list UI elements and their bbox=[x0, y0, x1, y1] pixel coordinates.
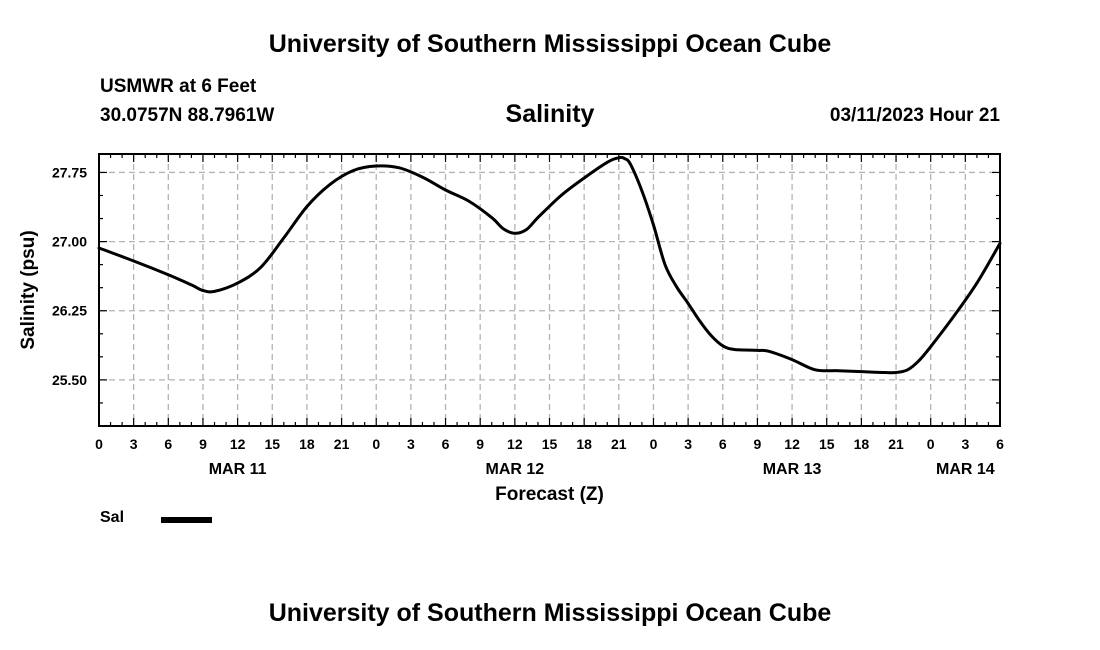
station-name: USMWR at 6 Feet bbox=[100, 76, 257, 97]
x-tick-label: 18 bbox=[576, 436, 592, 452]
legend-label: Sal bbox=[100, 509, 125, 526]
x-tick-label: 9 bbox=[754, 436, 762, 452]
x-tick-label: 18 bbox=[854, 436, 870, 452]
x-tick-label: 21 bbox=[334, 436, 350, 452]
x-tick-label: 18 bbox=[299, 436, 315, 452]
x-date-label: MAR 13 bbox=[763, 461, 822, 478]
x-tick-label: 6 bbox=[442, 436, 450, 452]
x-tick-label: 6 bbox=[996, 436, 1004, 452]
y-tick-label: 27.75 bbox=[52, 164, 87, 180]
x-tick-label: 6 bbox=[719, 436, 727, 452]
x-tick-label: 3 bbox=[961, 436, 969, 452]
x-tick-label: 0 bbox=[95, 436, 103, 452]
chart-title: Salinity bbox=[505, 100, 595, 128]
x-tick-label: 3 bbox=[130, 436, 138, 452]
page-title: University of Southern Mississippi Ocean… bbox=[268, 30, 832, 58]
series-line-sal bbox=[97, 155, 1002, 375]
x-tick-label: 0 bbox=[372, 436, 380, 452]
x-tick-label: 21 bbox=[888, 436, 904, 452]
y-tick-label: 27.00 bbox=[52, 234, 87, 250]
x-axis-label: Forecast (Z) bbox=[495, 484, 604, 505]
x-tick-label: 0 bbox=[927, 436, 935, 452]
x-tick-label: 12 bbox=[784, 436, 800, 452]
y-tick-label: 26.25 bbox=[52, 303, 87, 319]
y-axis-label: Salinity (psu) bbox=[18, 230, 39, 349]
x-date-label: MAR 14 bbox=[936, 461, 995, 478]
x-tick-label: 9 bbox=[199, 436, 207, 452]
x-tick-label: 3 bbox=[407, 436, 415, 452]
forecast-datetime: 03/11/2023 Hour 21 bbox=[829, 105, 1000, 126]
y-tick-label: 25.50 bbox=[52, 372, 87, 388]
x-tick-label: 12 bbox=[230, 436, 246, 452]
x-tick-label: 15 bbox=[264, 436, 280, 452]
x-date-label: MAR 11 bbox=[209, 461, 267, 478]
x-tick-label: 9 bbox=[476, 436, 484, 452]
x-tick-label: 15 bbox=[819, 436, 835, 452]
x-tick-label: 21 bbox=[611, 436, 627, 452]
x-tick-label: 15 bbox=[542, 436, 558, 452]
station-coordinates: 30.0757N 88.7961W bbox=[100, 105, 275, 126]
x-tick-label: 3 bbox=[684, 436, 692, 452]
legend-line-swatch bbox=[161, 517, 212, 523]
x-tick-label: 6 bbox=[164, 436, 172, 452]
footer-title: University of Southern Mississippi Ocean… bbox=[268, 599, 832, 627]
x-tick-label: 0 bbox=[650, 436, 658, 452]
x-tick-label: 12 bbox=[507, 436, 523, 452]
x-date-label: MAR 12 bbox=[486, 461, 545, 478]
